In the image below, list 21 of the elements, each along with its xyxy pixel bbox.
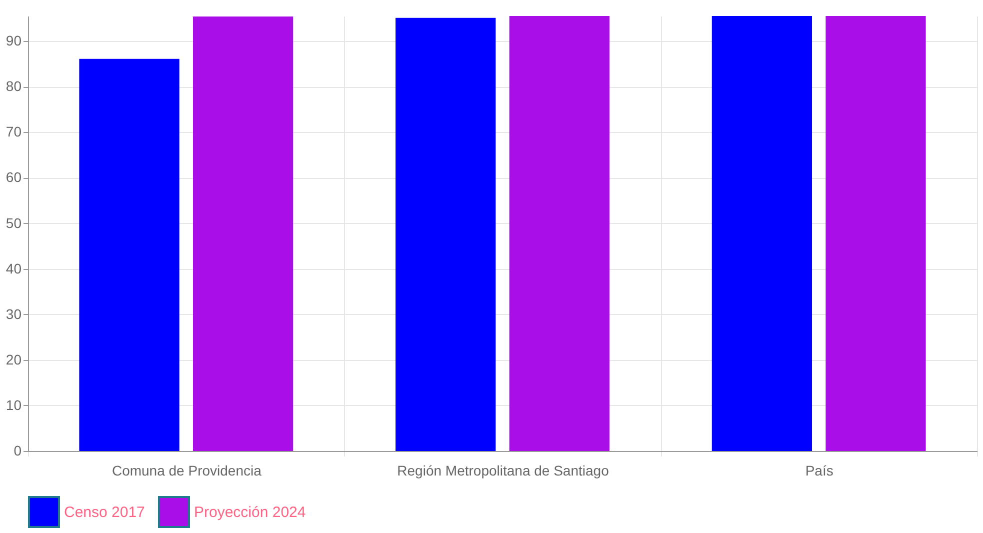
y-tick-label: 60 [6, 169, 22, 186]
y-tick-label: 70 [6, 124, 22, 140]
legend-label: Censo 2017 [64, 504, 145, 521]
bar [396, 18, 496, 451]
bar [826, 16, 926, 451]
y-tick-label: 20 [6, 351, 22, 368]
x-tick-label: Región Metropolitana de Santiago [397, 462, 610, 478]
bar [79, 58, 180, 451]
bar [509, 16, 610, 451]
y-tick-label: 80 [6, 78, 22, 94]
y-tick-label: 0 [14, 442, 22, 458]
legend-label: Proyección 2024 [194, 504, 306, 521]
bar [192, 16, 294, 451]
y-tick-label: 10 [6, 396, 22, 413]
x-tick-label: País [805, 462, 834, 478]
bar [712, 16, 812, 451]
y-tick-label: 40 [6, 260, 22, 276]
y-tick-label: 90 [6, 32, 22, 49]
y-tick-label: 30 [6, 306, 22, 322]
y-tick-label: 50 [6, 214, 22, 231]
x-tick-label: Comuna de Providencia [112, 462, 262, 478]
